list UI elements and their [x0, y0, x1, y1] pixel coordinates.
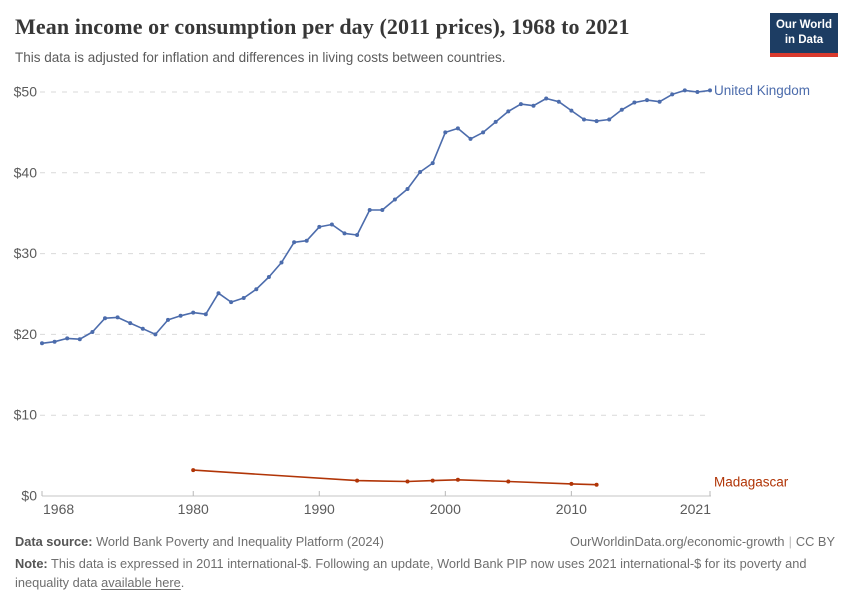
data-point[interactable] — [392, 197, 397, 202]
series-line[interactable] — [193, 469, 597, 486]
data-point[interactable] — [178, 313, 183, 318]
data-point[interactable] — [65, 336, 70, 341]
data-point[interactable] — [128, 321, 133, 326]
data-point[interactable] — [229, 300, 234, 305]
x-axis-tick-label: 2021 — [680, 501, 711, 517]
data-point[interactable] — [670, 92, 675, 97]
data-point[interactable] — [191, 310, 196, 315]
data-point[interactable] — [292, 240, 297, 245]
owid-logo[interactable]: Our World in Data — [770, 13, 838, 57]
data-point[interactable] — [594, 482, 599, 487]
data-point[interactable] — [645, 98, 649, 103]
data-point[interactable] — [607, 117, 612, 122]
data-point[interactable] — [304, 238, 309, 243]
data-point[interactable] — [317, 224, 322, 229]
note-label: Note: — [15, 556, 48, 572]
data-point[interactable] — [418, 170, 423, 174]
data-point[interactable] — [569, 108, 574, 113]
data-point[interactable] — [481, 130, 486, 135]
y-axis-tick-label: $40 — [14, 164, 38, 180]
data-point[interactable] — [241, 296, 246, 300]
data-point[interactable] — [493, 119, 498, 124]
series-end-label[interactable]: Madagascar — [714, 475, 789, 490]
data-point[interactable] — [355, 478, 360, 483]
data-source-label: Data source: — [15, 534, 93, 549]
y-axis-tick-label: $20 — [14, 326, 38, 342]
y-axis-tick-label: $10 — [14, 407, 38, 423]
note-text: This data is expressed in 2011 internati… — [15, 556, 807, 591]
data-source-value: World Bank Poverty and Inequality Platfo… — [92, 534, 384, 549]
data-point[interactable] — [632, 100, 637, 105]
data-point[interactable] — [40, 341, 44, 346]
data-point[interactable] — [594, 119, 599, 124]
data-source: Data source: World Bank Poverty and Ineq… — [15, 532, 384, 551]
chart-note: Note: This data is expressed in 2011 int… — [15, 554, 835, 592]
data-point[interactable] — [191, 468, 196, 473]
page-title: Mean income or consumption per day (2011… — [15, 14, 630, 39]
data-point[interactable] — [405, 187, 410, 191]
note-suffix: . — [180, 575, 185, 591]
x-axis-tick-label: 2010 — [556, 501, 587, 517]
data-point[interactable] — [90, 330, 95, 334]
data-point[interactable] — [430, 161, 435, 166]
x-axis-tick-label: 2000 — [430, 501, 461, 517]
data-point[interactable] — [619, 107, 624, 112]
chart-subtitle: This data is adjusted for inflation and … — [15, 50, 506, 65]
data-point[interactable] — [455, 126, 460, 131]
data-point[interactable] — [329, 222, 334, 227]
attribution-divider: | — [788, 534, 792, 549]
data-point[interactable] — [103, 316, 107, 321]
license-label[interactable]: CC BY — [795, 534, 835, 549]
data-point[interactable] — [443, 130, 448, 135]
data-point[interactable] — [266, 275, 271, 279]
data-point[interactable] — [342, 231, 347, 236]
x-axis-tick-label: 1968 — [43, 501, 74, 517]
data-point[interactable] — [518, 102, 523, 107]
data-point[interactable] — [279, 260, 284, 265]
data-point[interactable] — [367, 208, 372, 212]
data-point[interactable] — [166, 317, 170, 322]
data-point[interactable] — [430, 478, 435, 483]
data-point[interactable] — [455, 477, 460, 482]
data-point[interactable] — [531, 103, 536, 108]
data-point[interactable] — [254, 287, 259, 292]
x-axis-tick-label: 1980 — [178, 501, 209, 517]
data-point[interactable] — [52, 339, 57, 344]
attribution-block: OurWorldinData.org/economic-growth | CC BY — [570, 532, 835, 551]
data-point[interactable] — [506, 109, 511, 114]
chart-footer: Data source: World Bank Poverty and Ineq… — [15, 532, 835, 593]
series-line[interactable] — [41, 89, 711, 345]
data-point[interactable] — [657, 99, 662, 104]
line-chart: $0 $10 $20 $30 $40 $50 1968 1980 1990 2000 2010 202… — [14, 83, 810, 517]
available-here-link[interactable]: available here — [101, 575, 181, 591]
data-point[interactable] — [77, 337, 82, 342]
data-point[interactable] — [380, 208, 385, 212]
y-axis-tick-label: $0 — [21, 488, 37, 504]
x-axis-tick-label: 1990 — [304, 501, 335, 517]
data-point[interactable] — [153, 332, 158, 337]
data-point[interactable] — [140, 326, 145, 331]
data-point[interactable] — [203, 312, 208, 317]
y-axis-tick-label: $50 — [14, 84, 38, 100]
data-point[interactable] — [115, 315, 120, 320]
owid-logo-line1: Our World — [775, 19, 832, 31]
data-point[interactable] — [695, 90, 700, 94]
data-point[interactable] — [682, 88, 687, 93]
data-point[interactable] — [556, 99, 561, 104]
y-axis-tick-label: $30 — [14, 245, 38, 261]
data-point[interactable] — [468, 136, 473, 141]
data-point[interactable] — [506, 479, 511, 484]
attribution-link[interactable]: OurWorldinData.org/economic-growth — [570, 534, 785, 549]
data-point[interactable] — [405, 479, 410, 484]
data-point[interactable] — [544, 96, 549, 101]
data-point[interactable] — [216, 291, 221, 296]
series-end-label[interactable]: United Kingdom — [714, 83, 810, 98]
data-point[interactable] — [582, 117, 586, 122]
data-point[interactable] — [708, 88, 712, 93]
owid-logo-line2: in Data — [784, 33, 824, 46]
data-point[interactable] — [355, 233, 360, 237]
data-point[interactable] — [569, 481, 574, 486]
